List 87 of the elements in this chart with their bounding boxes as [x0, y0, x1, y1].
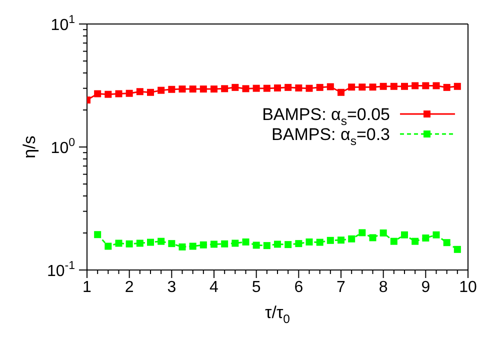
point: [326, 236, 334, 244]
point: [454, 82, 461, 90]
point: [221, 240, 228, 248]
y-axis-title: η/s: [20, 136, 39, 158]
point: [380, 82, 387, 90]
point: [432, 82, 440, 90]
point: [369, 84, 376, 91]
point: [422, 234, 430, 242]
point: [115, 90, 122, 98]
point: [115, 240, 122, 247]
point: [338, 236, 344, 244]
point: [168, 240, 176, 248]
x-tick-label: 9: [421, 279, 430, 296]
point: [189, 86, 196, 93]
point: [126, 240, 133, 248]
point: [401, 82, 408, 90]
point: [242, 238, 250, 246]
point: [158, 238, 165, 245]
point: [221, 85, 228, 92]
point: [200, 86, 207, 93]
point: [380, 229, 387, 236]
point: [178, 243, 186, 250]
point: [147, 88, 154, 96]
point: [126, 90, 133, 97]
point: [295, 240, 302, 248]
point: [168, 86, 176, 93]
point: [210, 240, 218, 248]
point: [316, 238, 324, 246]
point: [242, 85, 250, 92]
point: [338, 88, 344, 96]
point: [104, 242, 112, 250]
point: [263, 84, 270, 92]
point: [422, 82, 430, 90]
point: [232, 84, 239, 91]
point: [306, 84, 313, 92]
point: [158, 86, 165, 94]
point: [412, 82, 419, 90]
y-tick-label: 10$^{1}$: [50, 14, 75, 34]
x-tick-label: 5: [252, 279, 261, 296]
point: [274, 240, 281, 248]
point: [189, 242, 196, 250]
point: [326, 83, 334, 90]
point: [306, 238, 313, 246]
point: [284, 241, 292, 248]
point: [390, 238, 398, 245]
x-tick-label: 3: [167, 279, 176, 296]
point: [443, 239, 450, 246]
point: [274, 84, 281, 92]
point: [432, 231, 440, 238]
point: [454, 246, 461, 253]
point: [94, 231, 102, 238]
legend-label: BAMPS: α$_{s}$=0.05: [262, 105, 390, 128]
x-tick-label: 1: [82, 279, 92, 296]
point: [147, 238, 154, 246]
x-axis-title: τ/τ$_{0}$: [265, 303, 290, 326]
x-tick-label: 2: [124, 279, 134, 296]
point: [295, 84, 302, 92]
point: [210, 86, 218, 93]
point: [263, 242, 270, 250]
legend-label: BAMPS: α$_{s}$=0.3: [272, 125, 390, 148]
point: [358, 84, 366, 91]
x-tick-label: 8: [378, 279, 388, 296]
point: [252, 242, 260, 249]
point: [358, 229, 366, 236]
point: [136, 88, 144, 96]
point: [94, 90, 102, 98]
point: [178, 86, 186, 93]
point: [316, 84, 324, 91]
point: [252, 84, 260, 92]
point: [369, 234, 376, 242]
point: [284, 84, 292, 91]
point: [200, 241, 207, 248]
y-tick-label: 10$^{-1}$: [46, 260, 75, 280]
x-tick-label: 7: [336, 279, 346, 296]
point: [390, 82, 398, 90]
y-tick-label: 10$^{0}$: [50, 137, 75, 157]
x-tick-label: 4: [210, 279, 219, 296]
point: [348, 235, 356, 242]
point: [401, 231, 408, 238]
point: [136, 240, 144, 247]
point: [232, 240, 239, 247]
x-tick-label: 6: [294, 279, 304, 296]
x-tick-label: 10: [459, 279, 477, 296]
point: [104, 90, 112, 98]
point: [412, 238, 419, 245]
point: [348, 84, 356, 91]
point: [443, 84, 450, 91]
